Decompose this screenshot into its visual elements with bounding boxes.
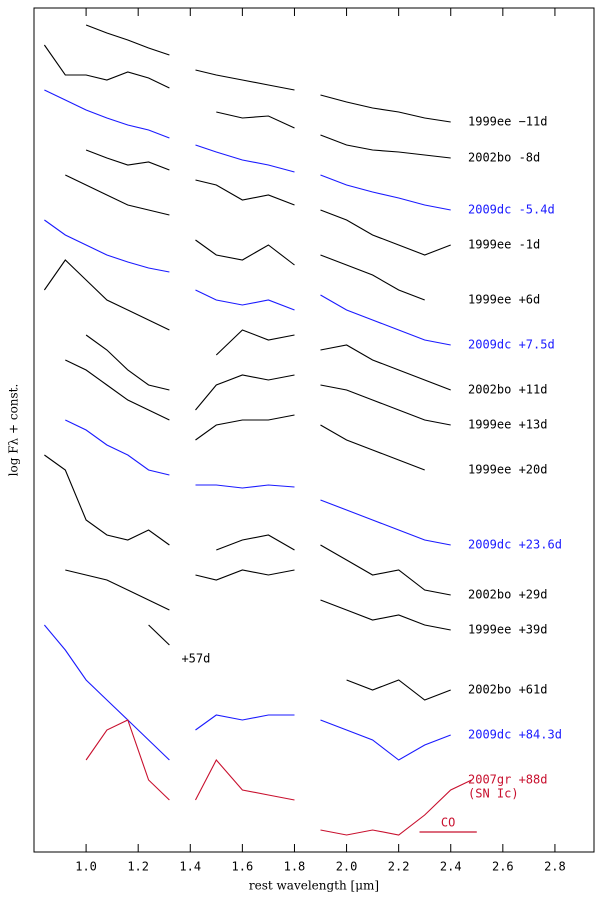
co-label: CO [441, 816, 455, 830]
spectrum [65, 569, 451, 631]
x-tick-label: 1.8 [284, 860, 306, 874]
x-tick-label: 2.2 [388, 860, 410, 874]
spectrum [346, 679, 451, 701]
series-label: 2002bo +61d [468, 683, 547, 697]
spectrum [85, 719, 472, 836]
spectrum [85, 24, 451, 123]
series-label: 2002bo -8d [468, 151, 540, 165]
series-label: 2002bo +29d [468, 588, 547, 602]
series-label: 1999ee +13d [468, 418, 547, 432]
spectrum [43, 44, 451, 159]
series-label: 2007gr +88d [468, 773, 547, 787]
x-tick-label: 2.4 [440, 860, 462, 874]
series-label: 2009dc -5.4d [468, 203, 555, 217]
spectrum [85, 334, 451, 426]
x-tick-label: 1.2 [127, 860, 149, 874]
x-tick-label: 2.0 [336, 860, 358, 874]
spectrum [85, 149, 451, 256]
plot-frame [33, 7, 595, 853]
series-label: 2009dc +7.5d [468, 338, 555, 352]
series-label: 1999ee +39d [468, 623, 547, 637]
y-axis-label: log Fλ + const. [7, 384, 21, 477]
series-label: 2009dc +23.6d [468, 538, 562, 552]
series-label: 1999ee +6d [468, 293, 540, 307]
series-label: +57d [181, 652, 210, 666]
x-tick-label: 2.8 [544, 860, 566, 874]
series-label: 1999ee −11d [468, 115, 547, 129]
spectrum [148, 624, 170, 646]
series-label: 2002bo +11d [468, 383, 547, 397]
spectrum [43, 259, 451, 391]
spectrum [44, 89, 451, 211]
x-tick-label: 1.6 [232, 860, 254, 874]
series-label: 1999ee +20d [468, 463, 547, 477]
spectrum [65, 419, 451, 546]
spectrum [43, 624, 451, 761]
spectrum [44, 219, 451, 346]
x-tick-label: 1.0 [75, 860, 97, 874]
spectrum [44, 454, 451, 596]
series-label: 2009dc +84.3d [468, 728, 562, 742]
series-note: (SN Ic) [468, 787, 519, 801]
x-tick-label: 2.6 [492, 860, 514, 874]
x-tick-label: 1.4 [179, 860, 201, 874]
spectrum [65, 359, 425, 471]
spectrum [65, 174, 425, 301]
x-axis-label: rest wavelength [μm] [249, 879, 379, 893]
series-label: 1999ee -1d [468, 238, 540, 252]
